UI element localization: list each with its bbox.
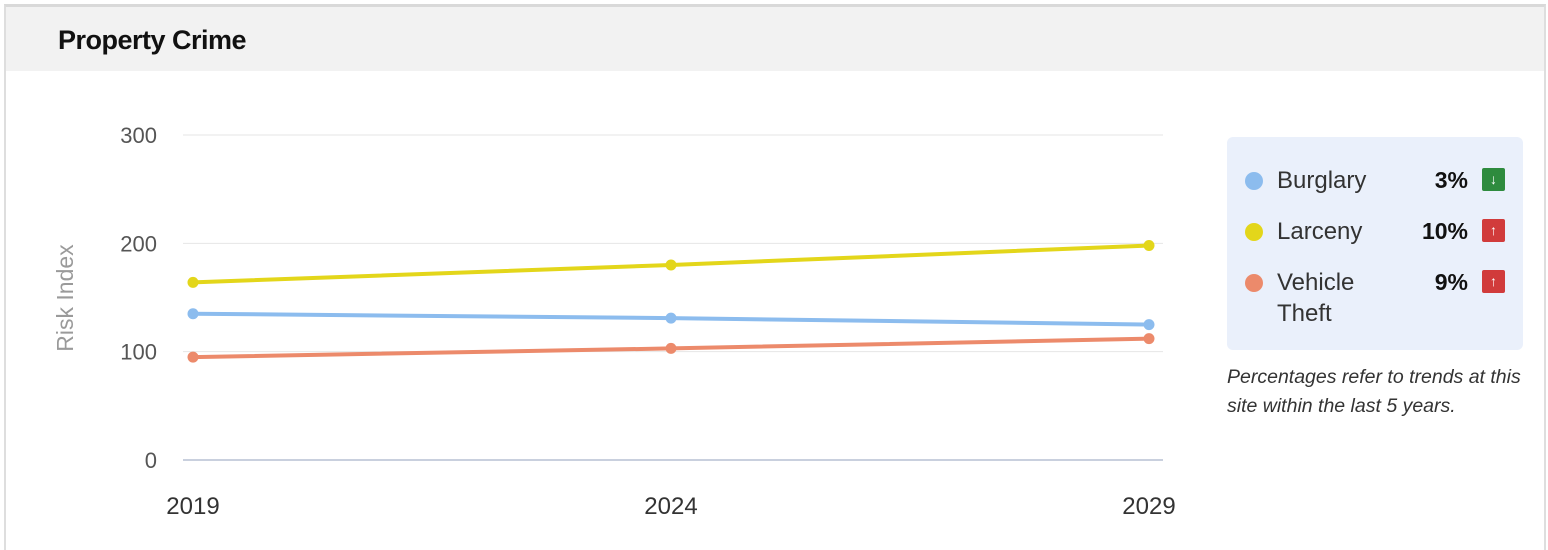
legend-pct-larceny: 10%: [1421, 218, 1468, 244]
data-point-larceny[interactable]: [665, 259, 677, 271]
legend-item-vehicle-theft: Vehicle Theft 9% ↑: [1227, 267, 1523, 329]
y-tick-label: 100: [120, 340, 157, 365]
data-point-larceny[interactable]: [1143, 240, 1155, 251]
x-tick-label: 2029: [1122, 493, 1175, 520]
y-axis-label: Risk Index: [52, 244, 78, 352]
arrow-down-icon: ↓: [1482, 168, 1505, 191]
y-tick-labels: 0 100 200 300: [120, 123, 157, 473]
legend-dot-burglary: [1245, 172, 1263, 190]
arrow-up-icon: ↑: [1482, 270, 1505, 293]
legend-label-vehicle-theft-line2: Theft: [1277, 300, 1332, 327]
card-title: Property Crime: [58, 25, 247, 55]
data-point-vehicle-theft[interactable]: [1143, 333, 1155, 345]
data-point-burglary[interactable]: [187, 308, 199, 320]
x-tick-label: 2019: [166, 493, 219, 520]
arrow-up-icon: ↑: [1482, 219, 1505, 242]
data-point-vehicle-theft[interactable]: [187, 351, 199, 363]
legend-dot-larceny: [1245, 223, 1263, 241]
legend-pct-burglary: 3%: [1434, 167, 1468, 193]
legend-item-burglary: Burglary 3% ↓: [1227, 165, 1523, 196]
grid-lines: [183, 134, 1163, 461]
x-tick-label: 2024: [644, 493, 697, 520]
data-point-vehicle-theft[interactable]: [665, 342, 677, 354]
legend-pct-vehicle-theft: 9%: [1434, 269, 1468, 295]
series-lines: [187, 240, 1155, 363]
legend: Burglary 3% ↓ Larceny 10% ↑ Vehicle Thef…: [1227, 137, 1523, 350]
y-tick-label: 300: [120, 123, 157, 148]
legend-dot-vehicle-theft: [1245, 274, 1263, 292]
data-point-larceny[interactable]: [187, 276, 199, 288]
y-tick-label: 0: [145, 448, 157, 473]
legend-label-burglary: Burglary: [1277, 167, 1367, 194]
y-tick-label: 200: [120, 231, 157, 256]
legend-item-larceny: Larceny 10% ↑: [1227, 216, 1523, 247]
data-point-burglary[interactable]: [665, 312, 677, 324]
x-tick-labels: 2019 2024 2029: [166, 493, 1175, 520]
legend-label-vehicle-theft-line1: Vehicle: [1277, 269, 1355, 296]
footnote: Percentages refer to trends at this site…: [1227, 366, 1521, 417]
data-point-burglary[interactable]: [1143, 319, 1155, 331]
card-header: Property Crime: [6, 7, 1544, 71]
legend-label-larceny: Larceny: [1277, 218, 1363, 245]
